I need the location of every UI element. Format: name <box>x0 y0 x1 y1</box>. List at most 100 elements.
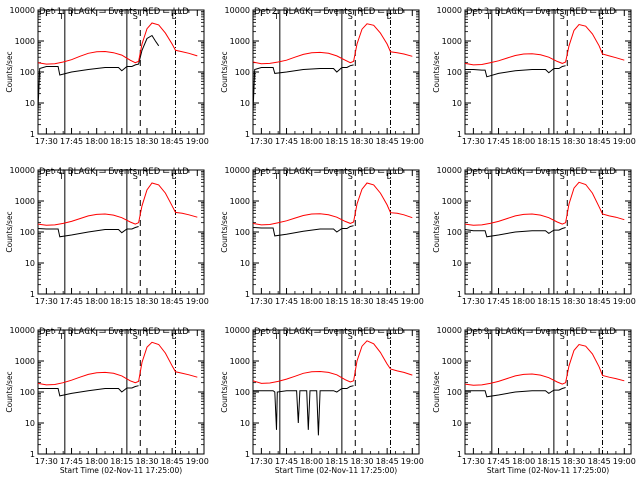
y-tick-label: 1000 <box>15 197 35 206</box>
y-tick-label: 10 <box>240 259 250 268</box>
x-tick-label: 19:00 <box>401 297 424 306</box>
marker-label-l: L <box>387 332 392 341</box>
marker-label-l: L <box>172 172 177 181</box>
x-axis-title: Start Time (02-Nov-11 17:25:00) <box>275 466 397 475</box>
marker-label-t: T <box>58 12 64 21</box>
panel-title: Det 3: BLACK = Events, RED = LLD <box>466 7 616 17</box>
panel-det-4: 1 10 100 1000 10000 17:30 17:45 18:00 18:15 18:30… <box>5 166 209 306</box>
y-axis-title: Counts/sec <box>432 211 441 252</box>
x-tick-label: 18:00 <box>85 457 108 466</box>
events-series-line <box>252 225 354 237</box>
x-tick-label: 18:45 <box>161 297 184 306</box>
y-axis-title: Counts/sec <box>432 51 441 92</box>
marker-label-s: S <box>560 332 565 341</box>
marker-label-t: T <box>273 12 279 21</box>
x-tick-label: 18:45 <box>376 457 399 466</box>
events-series-line <box>465 65 566 78</box>
x-tick-label: 18:30 <box>350 137 373 146</box>
x-tick-label: 19:00 <box>186 457 209 466</box>
panel-title: Det 1: BLACK = Events, RED = LLD <box>39 7 189 17</box>
x-tick-label: 18:00 <box>85 137 108 146</box>
events-series-line <box>465 387 566 398</box>
x-tick-label: 18:15 <box>110 297 133 306</box>
lld-series-line <box>37 182 198 226</box>
y-tick-label: 1000 <box>230 37 250 46</box>
x-tick-label: 18:30 <box>350 297 373 306</box>
y-tick-label: 10 <box>452 99 462 108</box>
y-tick-label: 10 <box>452 259 462 268</box>
x-tick-label: 18:45 <box>161 457 184 466</box>
y-tick-label: 1 <box>30 130 35 139</box>
x-tick-label: 18:00 <box>512 137 535 146</box>
y-tick-label: 1 <box>245 290 250 299</box>
x-tick-label: 18:15 <box>537 137 560 146</box>
events-series-line <box>37 34 160 110</box>
x-tick-label: 18:30 <box>135 137 158 146</box>
x-tick-label: 17:30 <box>35 457 58 466</box>
marker-label-s: S <box>133 332 138 341</box>
panel-title: Det 9: BLACK = Events, RED = LLD <box>466 327 616 337</box>
y-tick-label: 1 <box>245 450 250 459</box>
x-tick-label: 19:00 <box>186 137 209 146</box>
x-tick-label: 19:00 <box>613 137 636 146</box>
panel-det-6: 1 10 100 1000 10000 17:30 17:45 18:00 18:15 18:30… <box>432 166 636 306</box>
x-tick-label: 18:30 <box>562 457 585 466</box>
lld-series-line <box>252 23 413 65</box>
x-tick-label: 18:45 <box>376 297 399 306</box>
lld-series-line <box>37 22 198 65</box>
y-tick-label: 1000 <box>230 357 250 366</box>
y-tick-label: 1000 <box>442 37 462 46</box>
marker-label-l: L <box>172 12 177 21</box>
panel-det-7: 1 10 100 1000 10000 17:30 17:45 18:00 18:15 18:30… <box>5 326 209 475</box>
y-tick-label: 10000 <box>225 6 250 15</box>
y-tick-label: 1 <box>245 130 250 139</box>
y-axis-title: Counts/sec <box>5 371 14 412</box>
x-tick-label: 18:30 <box>562 297 585 306</box>
x-tick-label: 17:45 <box>275 137 298 146</box>
y-tick-label: 10 <box>452 419 462 428</box>
y-tick-label: 10 <box>240 99 250 108</box>
y-tick-label: 100 <box>20 228 35 237</box>
y-tick-label: 100 <box>447 68 462 77</box>
y-tick-label: 100 <box>235 68 250 77</box>
y-tick-label: 1000 <box>230 197 250 206</box>
x-tick-label: 18:15 <box>325 297 348 306</box>
y-tick-label: 1 <box>457 130 462 139</box>
x-tick-label: 18:45 <box>588 297 611 306</box>
y-axis-title: Counts/sec <box>5 51 14 92</box>
panel-title: Det 7: BLACK = Events, RED = LLD <box>39 327 189 337</box>
marker-label-t: T <box>485 12 491 21</box>
x-tick-label: 18:45 <box>376 137 399 146</box>
x-tick-label: 19:00 <box>401 137 424 146</box>
y-tick-label: 100 <box>447 388 462 397</box>
marker-label-s: S <box>133 12 138 21</box>
x-tick-label: 17:45 <box>275 457 298 466</box>
y-tick-label: 100 <box>20 388 35 397</box>
lld-series-line <box>252 340 413 384</box>
lld-series-line <box>37 341 198 386</box>
x-tick-label: 17:30 <box>462 297 485 306</box>
y-tick-label: 1000 <box>442 197 462 206</box>
x-axis-title: Start Time (02-Nov-11 17:25:00) <box>487 466 609 475</box>
marker-label-t: T <box>58 172 64 181</box>
y-tick-label: 1 <box>30 450 35 459</box>
x-tick-label: 17:45 <box>487 457 510 466</box>
events-series-line <box>253 385 354 436</box>
x-tick-label: 18:15 <box>537 297 560 306</box>
y-axis-title: Counts/sec <box>220 211 229 252</box>
y-axis-title: Counts/sec <box>432 371 441 412</box>
marker-label-s: S <box>560 12 565 21</box>
marker-label-s: S <box>560 172 565 181</box>
x-tick-label: 17:45 <box>487 297 510 306</box>
y-tick-label: 100 <box>235 228 250 237</box>
events-series-line <box>252 64 354 113</box>
y-tick-label: 1000 <box>442 357 462 366</box>
y-tick-label: 10000 <box>437 166 462 175</box>
y-tick-label: 100 <box>447 228 462 237</box>
lld-series-line <box>252 182 413 226</box>
y-tick-label: 1000 <box>15 37 35 46</box>
x-tick-label: 18:45 <box>588 137 611 146</box>
panel-title: Det 8: BLACK = Events, RED = LLD <box>254 327 404 337</box>
